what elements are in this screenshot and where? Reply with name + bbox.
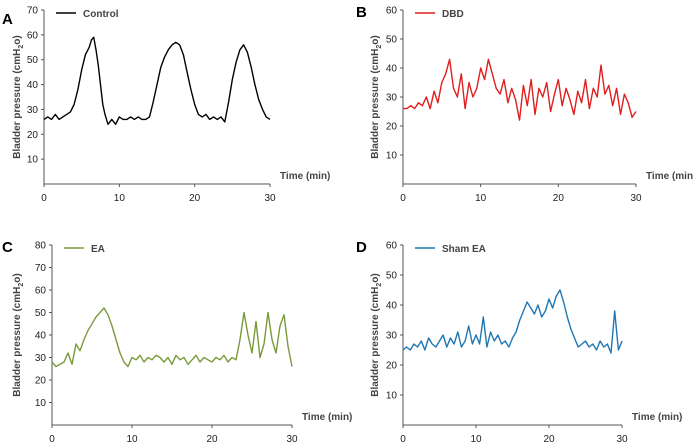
panel-d-y-axis-label-sub: 2 (376, 283, 383, 287)
panel-d-y-axis-label: Bladder pressure (cmH2o) (370, 273, 383, 396)
panel-b-ytick-label: 60 (386, 6, 398, 17)
panel-c-ytick-label: 80 (35, 241, 47, 252)
panel-a-group: A 10 20 30 40 50 60 70 0 10 20 30 Time (min) Bladder … (2, 6, 330, 205)
panel-a-x-axis-label: Time (min) (280, 171, 330, 182)
panel-a-ytick-label: 20 (27, 130, 39, 141)
panel-a-y-axis-label-sub: 2 (18, 45, 25, 49)
panel-b-ytick-label: 10 (386, 151, 398, 162)
panel-a-ytick-label: 30 (27, 105, 39, 116)
panel-b-xtick-label: 0 (400, 193, 406, 204)
panel-c-xtick-label: 0 (49, 434, 55, 445)
panel-d-letter: D (356, 239, 367, 256)
panel-d-y-axis-label-end: o) (370, 273, 381, 282)
panel-d-y-axis-label-main: Bladder pressure (cmH (370, 287, 381, 397)
panel-a-y-axis-label-main: Bladder pressure (cmH (12, 49, 23, 159)
panel-c-ytick-label: 10 (35, 398, 47, 409)
panel-a-y-axis-label-end: o) (12, 35, 23, 44)
panel-c-ytick-label: 70 (35, 263, 47, 274)
panel-b-xtick-label: 30 (630, 193, 642, 204)
panel-d-legend-label: Sham EA (442, 244, 486, 255)
panel-b-y-axis-label-end: o) (370, 35, 381, 44)
panel-b-legend-label: DBD (442, 9, 464, 20)
panel-c-legend-label: EA (91, 244, 105, 255)
panel-d-group: D 10 20 30 40 50 60 0 10 20 30 Time (min) Bladder pr… (356, 239, 682, 445)
panel-c-xtick-label: 30 (286, 434, 298, 445)
panel-c-ytick-label: 50 (35, 308, 47, 319)
panel-c-xtick-label: 10 (126, 434, 138, 445)
panel-d-ytick-label: 20 (386, 361, 398, 372)
panel-a-xtick-label: 30 (264, 193, 276, 204)
panel-d-xtick-label: 10 (470, 434, 482, 445)
panel-c-y-axis-label-end: o) (12, 273, 23, 282)
panel-b-ytick-label: 20 (386, 122, 398, 133)
panel-c-group: C 10 20 30 40 50 60 70 80 0 10 20 30 Time (min) Bladde… (2, 239, 352, 445)
panel-b-ytick-label: 30 (386, 93, 398, 104)
panel-d-ytick-label: 30 (386, 331, 398, 342)
panel-b-ytick-label: 40 (386, 64, 398, 75)
panel-d-ytick-label: 60 (386, 241, 398, 252)
panel-b-xtick-label: 20 (553, 193, 565, 204)
panel-b-y-axis-label-sub: 2 (376, 45, 383, 49)
panel-c-letter: C (2, 239, 13, 256)
panel-a-ytick-label: 50 (27, 55, 39, 66)
panel-a-y-axis-label: Bladder pressure (cmH2o) (12, 35, 25, 158)
panel-d-ytick-label: 10 (386, 391, 398, 402)
panel-c-y-axis-label: Bladder pressure (cmH2o) (12, 273, 25, 396)
panel-a-ytick-label: 40 (27, 80, 39, 91)
panel-a-series-line (43, 36, 271, 126)
panel-d-series-line (402, 289, 623, 354)
panel-d-ytick-label: 50 (386, 271, 398, 282)
panel-b-y-axis-label-main: Bladder pressure (cmH (370, 49, 381, 159)
panel-a-legend-label: Control (83, 9, 119, 20)
panel-a-xtick-label: 20 (189, 193, 201, 204)
panel-a-xtick-label: 0 (41, 193, 47, 204)
panel-c-ytick-label: 60 (35, 286, 47, 297)
panel-c-ytick-label: 30 (35, 353, 47, 364)
panel-c-ytick-label: 40 (35, 331, 47, 342)
panel-b-letter: B (356, 4, 367, 21)
panel-d-xtick-label: 30 (616, 434, 628, 445)
panel-a-letter: A (2, 11, 13, 28)
panel-d-x-axis-label: Time (min) (632, 412, 682, 423)
panel-d-xtick-label: 0 (400, 434, 406, 445)
panel-a-ytick-label: 10 (27, 155, 39, 166)
panel-c-series-line (51, 307, 293, 368)
panel-b-y-axis-label: Bladder pressure (cmH2o) (370, 35, 383, 158)
panel-d-ytick-label: 40 (386, 301, 398, 312)
panel-c-xtick-label: 20 (206, 434, 218, 445)
panel-c-x-axis-label: Time (min) (302, 412, 352, 423)
panel-a-ytick-label: 60 (27, 30, 39, 41)
panel-a-xtick-label: 10 (114, 193, 126, 204)
panel-b-x-axis-label: Time (min) (646, 171, 693, 182)
panel-d-xtick-label: 20 (543, 434, 555, 445)
panel-b-series-line (403, 58, 637, 121)
panel-b-xtick-label: 10 (475, 193, 487, 204)
panel-b-group: B 10 20 30 40 50 60 0 10 20 30 Time (min) Bladder pr… (356, 4, 693, 204)
panel-c-y-axis-label-main: Bladder pressure (cmH (12, 287, 23, 397)
panel-c-ytick-label: 20 (35, 376, 47, 387)
panel-b-ytick-label: 50 (386, 35, 398, 46)
panel-a-ytick-label: 70 (27, 6, 39, 17)
panel-c-y-axis-label-sub: 2 (18, 283, 25, 287)
